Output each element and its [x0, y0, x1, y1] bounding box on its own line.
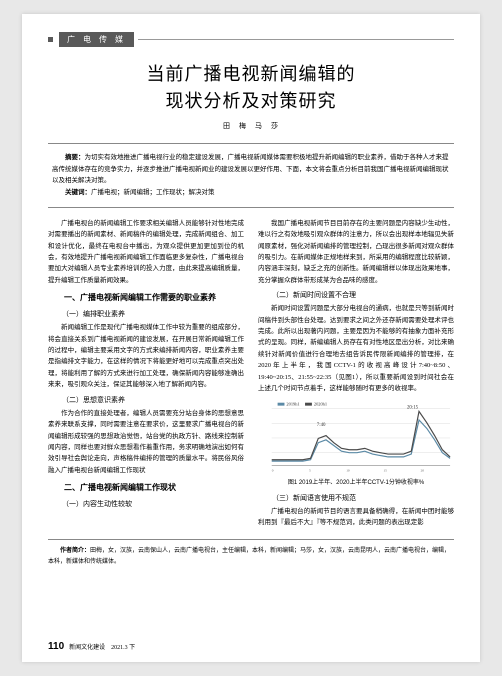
body-columns: 广播电视台的新闻编辑工作要求相关编辑人员能够针对性地完成对需要播出的新闻素材、新…: [48, 218, 454, 531]
legend-swatch-2020: [305, 403, 312, 406]
paragraph: 作为合作的直接处理者，编辑人员需要充分站台身体的思想意思素养来联系支撑，同时需要…: [48, 408, 244, 476]
svg-text:0: 0: [272, 469, 274, 473]
heading-2: （三）新闻语言使用不规范: [258, 492, 454, 504]
keywords-row: 关键词：广播电视；新闻编辑；工作现状；解决对策: [52, 187, 450, 199]
paragraph: 广播电视台的新闻编辑工作要求相关编辑人员能够针对性地完成对需要播出的新闻素材、新…: [48, 218, 244, 286]
page-number: 110: [48, 641, 64, 652]
keywords-label: 关键词：: [65, 189, 91, 196]
svg-text:10: 10: [346, 469, 350, 473]
chart-svg: 7:40 20:15 2019h1 2020h1 0 5 10 15 20: [258, 398, 454, 476]
journal-name: 新闻文化建设 2021.3 下: [69, 642, 135, 651]
keywords-text: 广播电视；新闻编辑；工作现状；解决对策: [91, 189, 215, 196]
footer-info: 作者简介：田梅，女，汉族，云南保山人，云南广播电视台，主任编辑，本科，新闻编辑；…: [48, 539, 454, 569]
chart-bg: [258, 399, 454, 475]
svg-text:15: 15: [383, 469, 387, 473]
chart-caption: 图1 2019上半年、2020上半年CCTV-1分钟收视率%: [258, 478, 454, 489]
abstract-row: 摘要：为切实有效地推进广播电视行业的稳定建设发展，广播电视新闻媒体需要积极地提升…: [52, 152, 450, 187]
title-line-2: 现状分析及对策研究: [48, 88, 454, 115]
author-bio-label: 作者简介：: [60, 548, 90, 554]
header-dot: [48, 37, 53, 42]
paragraph: 新闻时间设置问题是大部分电视台的通病，也就是只等到新闻时间稿件到头部性台处理。达…: [258, 303, 454, 394]
svg-text:20: 20: [421, 469, 425, 473]
svg-text:5: 5: [309, 469, 311, 473]
peak-label-2: 20:15: [407, 406, 419, 411]
heading-2: （一）编排职业素养: [48, 308, 244, 320]
authors: 田 梅 马 莎: [48, 121, 454, 131]
legend-2019: 2019h1: [286, 402, 299, 407]
header-rule: [138, 39, 454, 40]
article-title: 当前广播电视新闻编辑的 现状分析及对策研究: [48, 61, 454, 115]
paragraph: 我国广播电视新闻节目目前存在的主要问题是内容缺少生动性，难以行之有效地吸引观众群…: [258, 218, 454, 286]
heading-2: （二）思想意识素养: [48, 394, 244, 406]
heading-1: 二、广播电视新闻编辑工作现状: [48, 481, 244, 495]
page: 广 电 传 媒 当前广播电视新闻编辑的 现状分析及对策研究 田 梅 马 莎 摘要…: [22, 14, 480, 662]
abstract-text: 为切实有效地推进广播电视行业的稳定建设发展，广播电视新闻媒体需要积极地提升新闻编…: [52, 154, 449, 184]
author-bio: 作者简介：田梅，女，汉族，云南保山人，云南广播电视台，主任编辑，本科，新闻编辑；…: [48, 546, 454, 569]
author-bio-text: 田梅，女，汉族，云南保山人，云南广播电视台，主任编辑，本科，新闻编辑；马莎，女，…: [48, 548, 450, 565]
right-column: 我国广播电视新闻节目目前存在的主要问题是内容缺少生动性，难以行之有效地吸引观众群…: [258, 218, 454, 531]
paragraph: 新闻编辑工作是现代广播电视媒体工作中较为重要的组成部分，将会直接关系到广播电视新…: [48, 322, 244, 390]
legend-2020: 2020h1: [314, 402, 327, 407]
left-column: 广播电视台的新闻编辑工作要求相关编辑人员能够针对性地完成对需要播出的新闻素材、新…: [48, 218, 244, 531]
title-line-1: 当前广播电视新闻编辑的: [48, 61, 454, 88]
abstract-box: 摘要：为切实有效地推进广播电视行业的稳定建设发展，广播电视新闻媒体需要积极地提升…: [48, 143, 454, 208]
legend-swatch-2019: [278, 403, 285, 406]
heading-2: （二）新闻时间设置不合理: [258, 289, 454, 301]
paragraph: 广播电视台的新闻节目的语言要具备稍确得，在新闻中团时能够利用到『最后不大』『等不…: [258, 506, 454, 529]
ratings-chart: 7:40 20:15 2019h1 2020h1 0 5 10 15 20: [258, 398, 454, 476]
page-footer: 110 新闻文化建设 2021.3 下: [48, 641, 135, 652]
header-bar: 广 电 传 媒: [48, 32, 454, 47]
abstract-label: 摘要：: [65, 154, 85, 161]
heading-1: 一、广播电视新闻编辑工作需要的职业素养: [48, 291, 244, 305]
heading-2: （一）内容生动性较软: [48, 498, 244, 510]
peak-label-1: 7:40: [317, 423, 326, 428]
category-tag: 广 电 传 媒: [59, 32, 134, 47]
